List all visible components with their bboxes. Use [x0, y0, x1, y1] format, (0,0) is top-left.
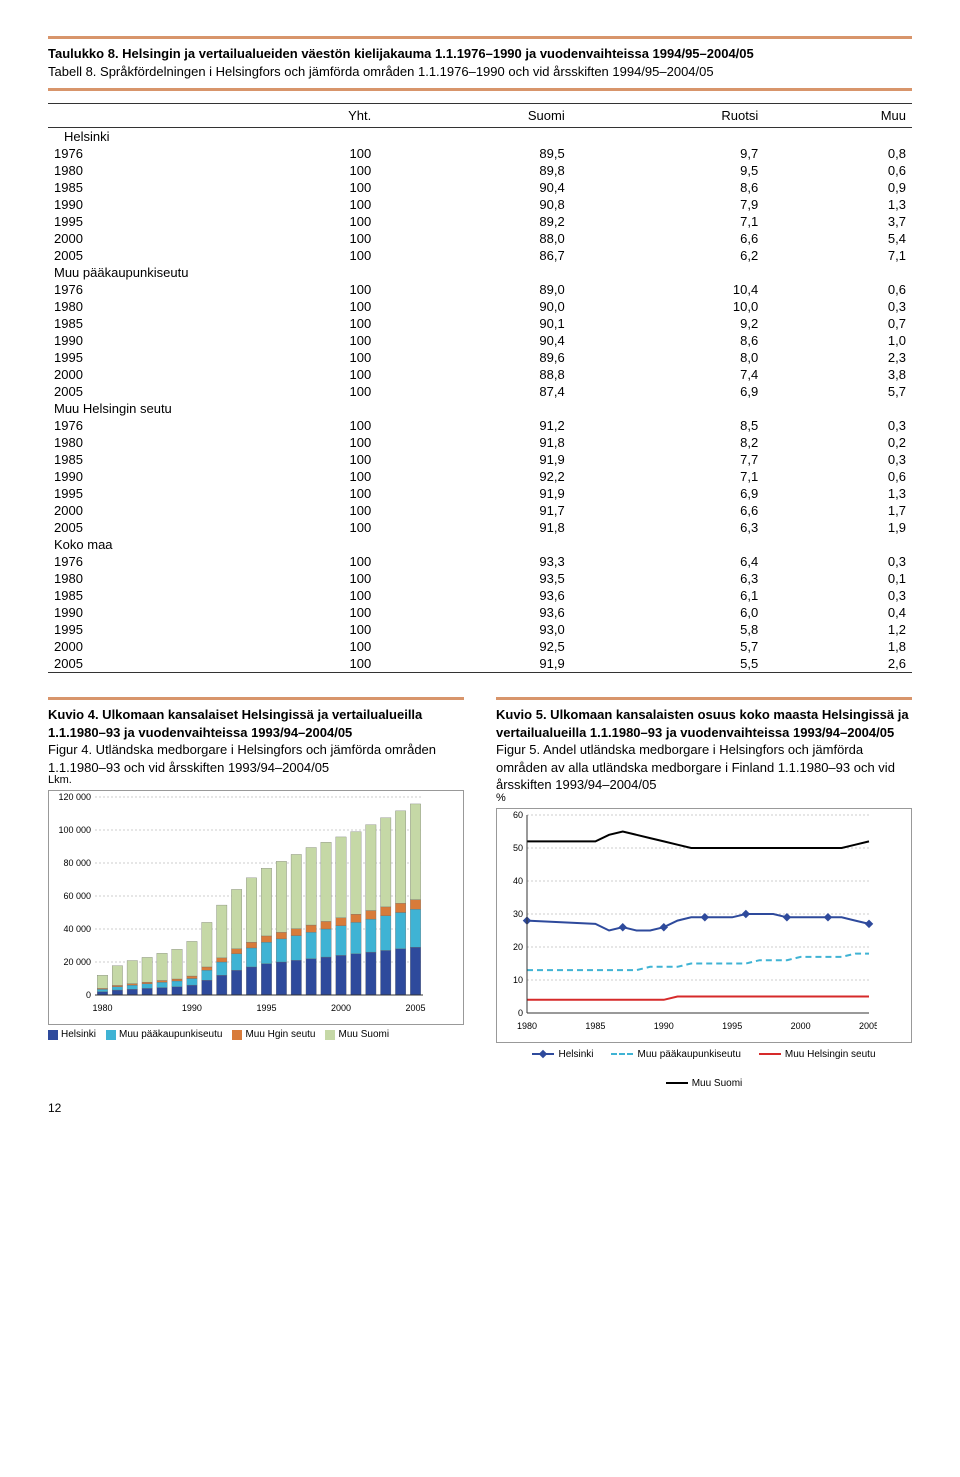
table-row: 198010089,89,50,6	[48, 162, 912, 179]
table-title-fi: Taulukko 8. Helsingin ja vertailualueide…	[48, 45, 912, 63]
svg-text:20: 20	[513, 942, 523, 952]
fig4-chart: 0 20 000 40 000 60 000 80 000 100 000 120 000 1…	[48, 790, 464, 1025]
svg-text:1995: 1995	[722, 1021, 742, 1031]
fig5-title-sv: Figur 5. Andel utländska medborgare i He…	[496, 741, 912, 794]
table-row: 199510091,96,91,3	[48, 485, 912, 502]
legend-item: Muu Suomi	[666, 1078, 743, 1089]
svg-text:120 000: 120 000	[58, 792, 91, 802]
svg-text:60 000: 60 000	[63, 891, 91, 901]
table-row: 198510093,66,10,3	[48, 587, 912, 604]
table-row: 199510089,68,02,3	[48, 349, 912, 366]
table-row: 200510091,95,52,6	[48, 655, 912, 673]
fig4-y-label: Lkm.	[48, 774, 72, 786]
table-row: 199510089,27,13,7	[48, 213, 912, 230]
table-row: 200510091,86,31,9	[48, 519, 912, 536]
svg-text:100 000: 100 000	[58, 825, 91, 835]
figure-4-column: Kuvio 4. Ulkomaan kansalaiset Helsingiss…	[48, 697, 464, 1089]
svg-text:0: 0	[518, 1008, 523, 1018]
table-title-sv: Tabell 8. Språkfördelningen i Helsingfor…	[48, 63, 912, 81]
figure-4-title: Kuvio 4. Ulkomaan kansalaiset Helsingiss…	[48, 697, 464, 776]
table-row: 199010090,48,61,0	[48, 332, 912, 349]
table-row: 199010092,27,10,6	[48, 468, 912, 485]
svg-text:40: 40	[513, 876, 523, 886]
table-row: 198510091,97,70,3	[48, 451, 912, 468]
table-row: 200010088,06,65,4	[48, 230, 912, 247]
legend-item: Helsinki	[532, 1049, 593, 1060]
table-row: 200510086,76,27,1	[48, 247, 912, 264]
svg-text:1990: 1990	[182, 1003, 202, 1013]
svg-text:1995: 1995	[256, 1003, 276, 1013]
table-row: 200010091,76,61,7	[48, 502, 912, 519]
svg-text:2005: 2005	[406, 1003, 426, 1013]
svg-text:10: 10	[513, 975, 523, 985]
table-row: 200010088,87,43,8	[48, 366, 912, 383]
col-suomi: Suomi	[377, 104, 571, 128]
fig5-y-label: %	[496, 792, 506, 804]
legend-item: Muu pääkaupunkiseutu	[611, 1049, 740, 1060]
table-row: 198010093,56,30,1	[48, 570, 912, 587]
col-yht: Yht.	[238, 104, 377, 128]
section-header: Muu Helsingin seutu	[48, 400, 912, 417]
svg-text:60: 60	[513, 810, 523, 820]
svg-text:1980: 1980	[92, 1003, 112, 1013]
legend-item: Muu Suomi	[325, 1029, 389, 1040]
language-distribution-table: Yht. Suomi Ruotsi Muu Helsinki197610089,…	[48, 103, 912, 673]
table-row: 198510090,48,60,9	[48, 179, 912, 196]
legend-item: Helsinki	[48, 1029, 96, 1040]
table-row: 199010093,66,00,4	[48, 604, 912, 621]
fig4-legend: Helsinki Muu pääkaupunkiseutu Muu Hgin seu…	[48, 1029, 464, 1040]
table-row: 199510093,05,81,2	[48, 621, 912, 638]
table-row: 199010090,87,91,3	[48, 196, 912, 213]
svg-text:30: 30	[513, 909, 523, 919]
section-header: Koko maa	[48, 536, 912, 553]
col-muu: Muu	[764, 104, 912, 128]
svg-text:1985: 1985	[585, 1021, 605, 1031]
col-ruotsi: Ruotsi	[571, 104, 765, 128]
fig5-title-fi: Kuvio 5. Ulkomaan kansalaisten osuus kok…	[496, 706, 912, 741]
svg-text:0: 0	[86, 990, 91, 1000]
table-row: 198010091,88,20,2	[48, 434, 912, 451]
fig4-title-sv: Figur 4. Utländska medborgare i Helsingf…	[48, 741, 464, 776]
page-number: 12	[48, 1101, 912, 1115]
svg-text:2000: 2000	[791, 1021, 811, 1031]
fig5-chart: 0 10 20 30 40 50 60 1980 1985 1990 1995 2000 2005	[496, 808, 912, 1043]
svg-text:1980: 1980	[517, 1021, 537, 1031]
legend-item: Muu Hgin seutu	[232, 1029, 315, 1040]
svg-text:2005: 2005	[859, 1021, 877, 1031]
page-container: Taulukko 8. Helsingin ja vertailualueide…	[0, 0, 960, 1135]
table-row: 197610093,36,40,3	[48, 553, 912, 570]
figures-row: Kuvio 4. Ulkomaan kansalaiset Helsingiss…	[48, 697, 912, 1089]
fig5-legend: Helsinki Muu pääkaupunkiseutu Muu Helsingi…	[496, 1049, 912, 1089]
svg-text:40 000: 40 000	[63, 924, 91, 934]
table-row: 200010092,55,71,8	[48, 638, 912, 655]
table-row: 198010090,010,00,3	[48, 298, 912, 315]
legend-item: Muu Helsingin seutu	[759, 1049, 876, 1060]
table-row: 197610089,010,40,6	[48, 281, 912, 298]
section-header: Helsinki	[48, 128, 912, 146]
table-row: 198510090,19,20,7	[48, 315, 912, 332]
section-header: Muu pääkaupunkiseutu	[48, 264, 912, 281]
svg-text:2000: 2000	[331, 1003, 351, 1013]
figure-5-title: Kuvio 5. Ulkomaan kansalaisten osuus kok…	[496, 697, 912, 794]
table-row: 197610091,28,50,3	[48, 417, 912, 434]
figure-5-column: Kuvio 5. Ulkomaan kansalaisten osuus kok…	[496, 697, 912, 1089]
table-row: 200510087,46,95,7	[48, 383, 912, 400]
svg-text:1990: 1990	[654, 1021, 674, 1031]
svg-text:80 000: 80 000	[63, 858, 91, 868]
table-row: 197610089,59,70,8	[48, 145, 912, 162]
fig4-title-fi: Kuvio 4. Ulkomaan kansalaiset Helsingiss…	[48, 706, 464, 741]
legend-item: Muu pääkaupunkiseutu	[106, 1029, 222, 1040]
svg-text:20 000: 20 000	[63, 957, 91, 967]
svg-text:50: 50	[513, 843, 523, 853]
table-8: Yht. Suomi Ruotsi Muu Helsinki197610089,…	[48, 103, 912, 673]
table-title-block: Taulukko 8. Helsingin ja vertailualueide…	[48, 36, 912, 91]
